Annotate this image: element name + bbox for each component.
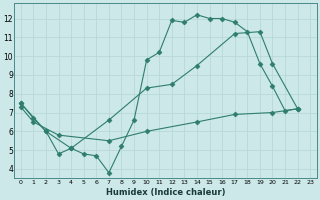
X-axis label: Humidex (Indice chaleur): Humidex (Indice chaleur) <box>106 188 225 197</box>
